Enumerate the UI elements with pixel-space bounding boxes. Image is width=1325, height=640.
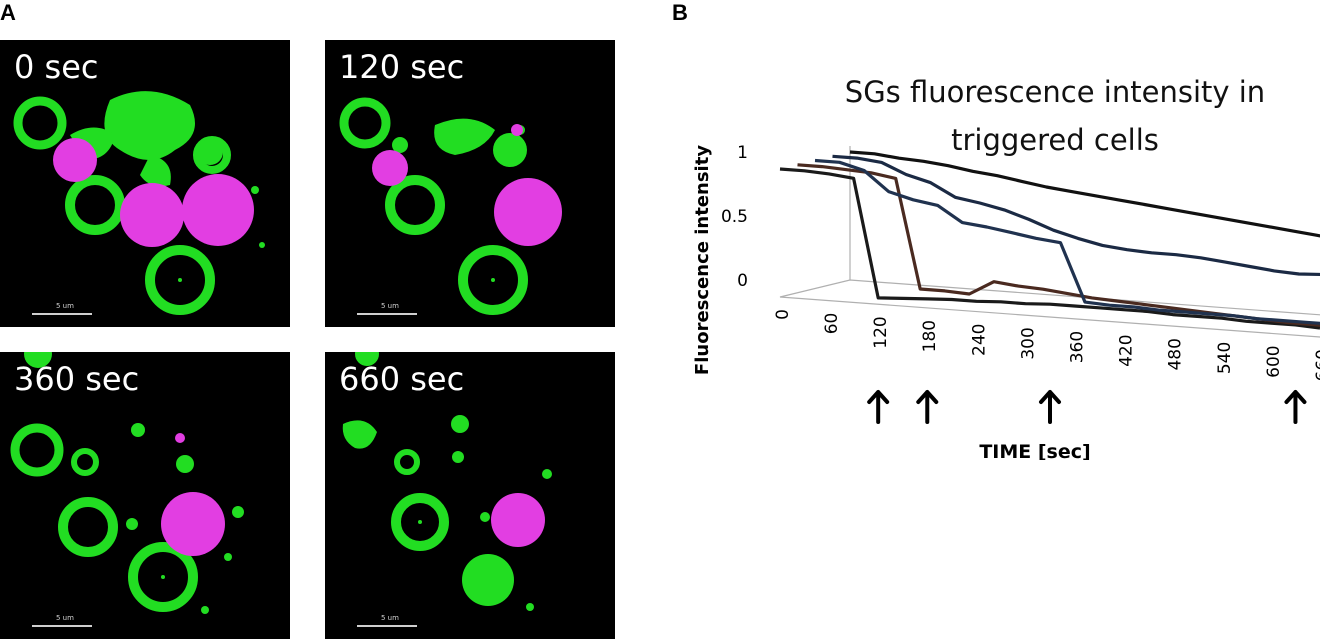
x-tick-label: 300 — [1018, 327, 1038, 359]
x-tick-label: 60 — [822, 313, 842, 335]
chart-frame — [779, 146, 1320, 338]
micrograph-0sec-image — [13, 91, 265, 315]
series-line-5 — [779, 167, 1320, 330]
scale-bar — [32, 313, 92, 315]
x-tick-label: 180 — [920, 320, 940, 352]
x-axis-label: TIME [sec] — [979, 441, 1090, 460]
x-tick-label: 480 — [1166, 338, 1186, 370]
time-label: 660 sec — [339, 360, 465, 398]
x-tick-label: 600 — [1264, 345, 1284, 377]
series-lines — [779, 150, 1320, 330]
scale-bar-label: 5 um — [56, 614, 74, 622]
micrograph-660sec: 660 sec 5 um — [325, 352, 615, 639]
event-arrow — [916, 390, 939, 424]
micrograph-120sec: 120 sec 5 um — [325, 40, 615, 327]
series-line-1 — [849, 150, 1320, 238]
chart-title-line-1: SGs fluorescence intensity in — [845, 75, 1265, 109]
series-line-2 — [832, 154, 1320, 277]
micrograph-360sec: 360 sec 5 um — [0, 352, 290, 639]
time-label: 120 sec — [339, 48, 465, 86]
x-tick-label: 0 — [773, 309, 793, 320]
panel-b-letter: B — [672, 0, 688, 25]
y-tick-label: 0 — [737, 271, 748, 291]
micrograph-0sec: 0 sec 5 um — [0, 40, 290, 327]
y-tick-label: 0.5 — [721, 207, 748, 227]
event-arrow — [867, 390, 890, 424]
x-tick-label: 540 — [1215, 342, 1235, 374]
chart-floor — [779, 279, 1320, 338]
time-label: 360 sec — [14, 360, 140, 398]
scale-bar-label: 5 um — [381, 302, 399, 310]
scale-bar — [357, 313, 417, 315]
x-tick-label: 120 — [871, 316, 891, 348]
scale-bar — [357, 625, 417, 627]
micrograph-360sec-image — [10, 352, 244, 614]
y-tick-labels: 00.51 — [721, 143, 748, 291]
x-tick-label: 240 — [969, 324, 989, 356]
event-arrows — [867, 390, 1307, 424]
panel-a-letter: A — [0, 0, 16, 25]
y-axis-label: Fluorescence intensity — [692, 145, 713, 375]
event-arrow — [1284, 390, 1307, 424]
x-tick-label: 360 — [1067, 331, 1087, 363]
y-tick-label: 1 — [737, 143, 748, 163]
time-label: 0 sec — [14, 48, 99, 86]
scale-bar — [32, 625, 92, 627]
micrograph-120sec-image — [339, 97, 562, 315]
chart-title-line-2: triggered cells — [951, 123, 1159, 157]
micrograph-660sec-image — [342, 352, 552, 611]
x-tick-label: 660 — [1313, 349, 1320, 381]
x-tick-label: 420 — [1117, 334, 1137, 366]
x-tick-labels: 0 60 120 180 240 300 360 420 480 540 600 660 — [773, 309, 1320, 381]
event-arrow — [1039, 390, 1061, 424]
series-line-3 — [814, 158, 1320, 325]
fluorescence-chart: SGs fluorescence intensity in triggered … — [692, 75, 1320, 460]
scale-bar-label: 5 um — [381, 614, 399, 622]
scale-bar-label: 5 um — [56, 302, 74, 310]
